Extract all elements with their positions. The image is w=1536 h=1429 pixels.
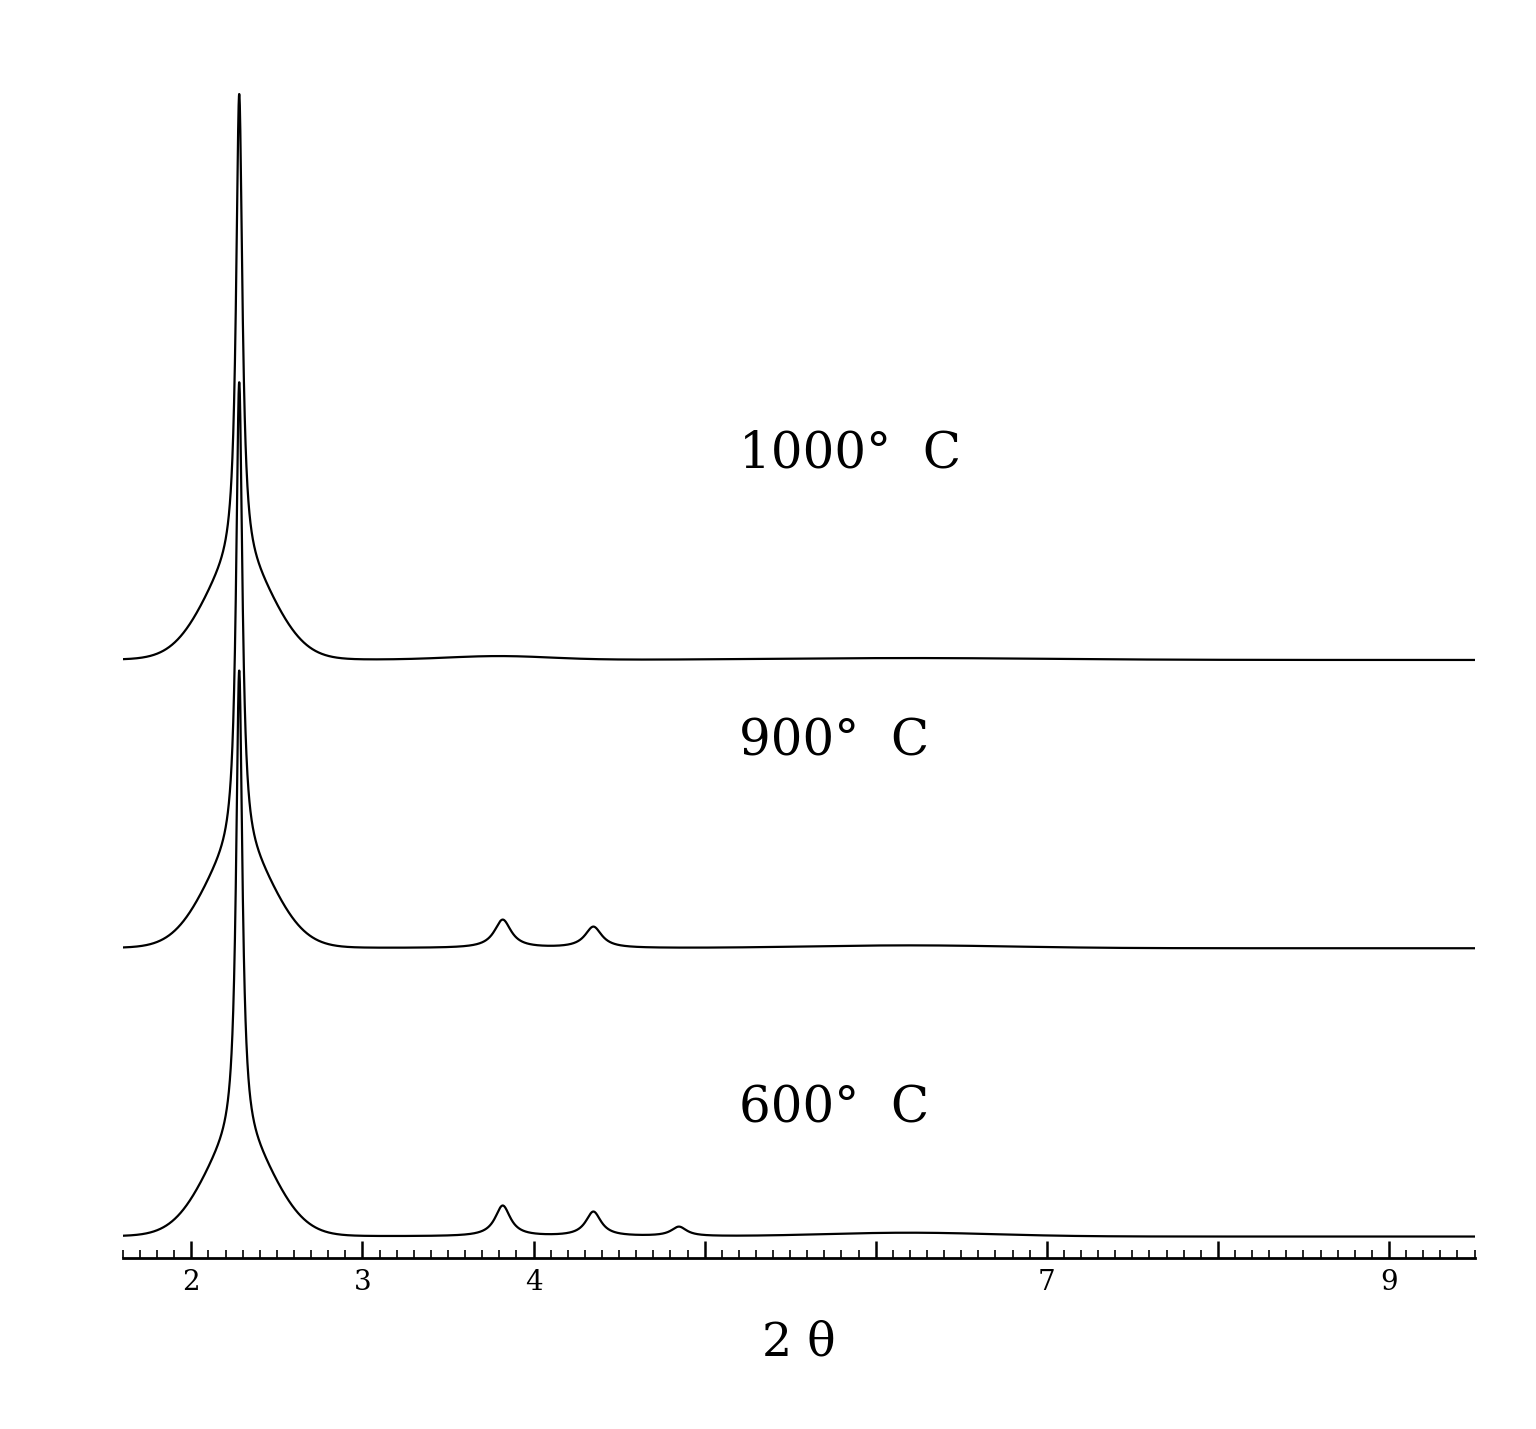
Text: 600°  C: 600° C xyxy=(739,1083,929,1133)
Text: 900°  C: 900° C xyxy=(739,717,929,766)
X-axis label: 2 θ: 2 θ xyxy=(762,1320,836,1366)
Text: 1000°  C: 1000° C xyxy=(739,429,962,479)
